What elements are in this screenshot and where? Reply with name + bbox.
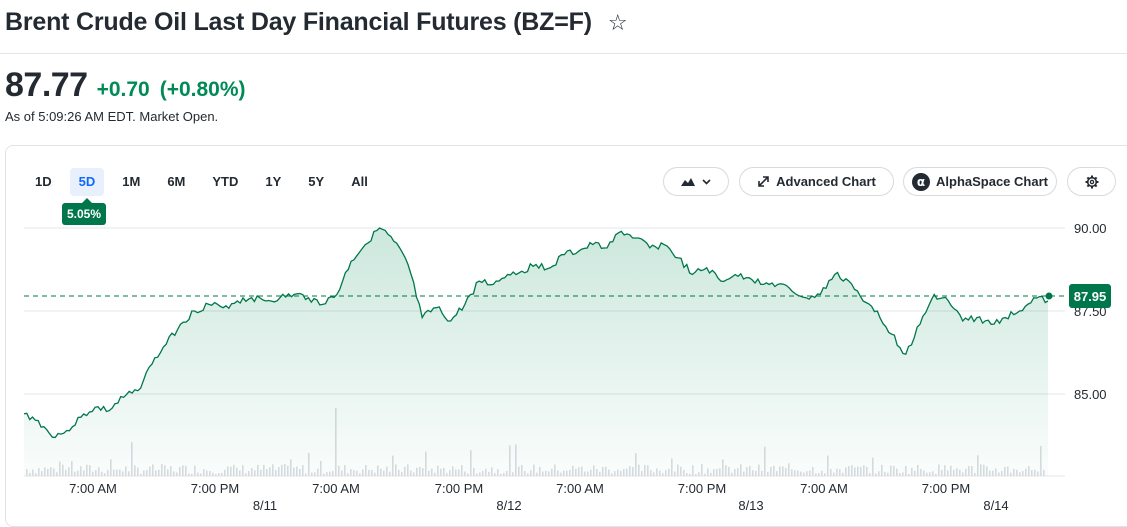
chart-settings-button[interactable] (1067, 167, 1116, 196)
y-tick-label: 85.00 (1074, 387, 1107, 402)
page-title: Brent Crude Oil Last Day Financial Futur… (5, 8, 592, 36)
range-tab-1m[interactable]: 1M (122, 174, 141, 189)
y-tick-label: 90.00 (1074, 221, 1107, 236)
range-tab-6m[interactable]: 6M (167, 174, 186, 189)
range-tab-1y[interactable]: 1Y (265, 174, 282, 189)
x-tick-label: 7:00 AM (556, 481, 604, 496)
range-tab-ytd[interactable]: YTD (212, 174, 239, 189)
advanced-chart-button[interactable]: Advanced Chart (739, 167, 894, 196)
x-tick-label: 7:00 AM (800, 481, 848, 496)
price-value: 87.77 (5, 66, 88, 104)
current-price-dot (1045, 292, 1053, 300)
x-tick-label: 7:00 AM (69, 481, 117, 496)
price-area (24, 228, 1048, 476)
advanced-chart-label: Advanced Chart (776, 174, 876, 189)
range-tab-5y[interactable]: 5Y (308, 174, 325, 189)
range-tab-5d[interactable]: 5D (69, 168, 105, 196)
x-tick-label: 7:00 PM (678, 481, 726, 496)
quote-row: 87.77 +0.70 (+0.80%) (5, 66, 246, 105)
current-price-tag (1069, 284, 1111, 309)
mountain-chart-icon (681, 177, 695, 187)
x-tick-label: 7:00 PM (191, 481, 239, 496)
range-tab-all[interactable]: All (351, 174, 368, 189)
date-label: 8/11 (253, 498, 277, 513)
date-label: 8/12 (496, 498, 521, 513)
header-divider (0, 53, 1127, 54)
svg-text:α: α (917, 175, 925, 189)
as-of-text: As of 5:09:26 AM EDT. Market Open. (5, 109, 219, 124)
date-label: 8/13 (738, 498, 763, 513)
price-change: +0.70 (96, 78, 150, 101)
chevron-down-icon (702, 178, 711, 185)
date-label: 8/14 (983, 498, 1008, 513)
expand-arrow-icon (757, 175, 770, 188)
range-change-badge: 5.05% (62, 198, 107, 225)
range-tabs: 1D 5D 1M 6M YTD 1Y 5Y All (26, 168, 386, 196)
x-tick-label: 7:00 PM (922, 481, 970, 496)
range-tab-1d[interactable]: 1D (35, 174, 52, 189)
alphaspace-logo-icon: α (912, 172, 930, 191)
x-tick-label: 7:00 AM (312, 481, 360, 496)
gear-icon (1085, 175, 1099, 189)
title-row: Brent Crude Oil Last Day Financial Futur… (5, 8, 628, 37)
current-price-label: 87.95 (1074, 289, 1107, 304)
price-line (23, 227, 1049, 439)
alphaspace-chart-label: AlphaSpace Chart (936, 174, 1048, 189)
chart-type-button[interactable] (663, 167, 729, 196)
alphaspace-chart-button[interactable]: α AlphaSpace Chart (903, 167, 1057, 196)
star-icon[interactable]: ☆ (607, 9, 628, 35)
price-change-percent: (+0.80%) (159, 78, 246, 101)
x-tick-label: 7:00 PM (435, 481, 483, 496)
